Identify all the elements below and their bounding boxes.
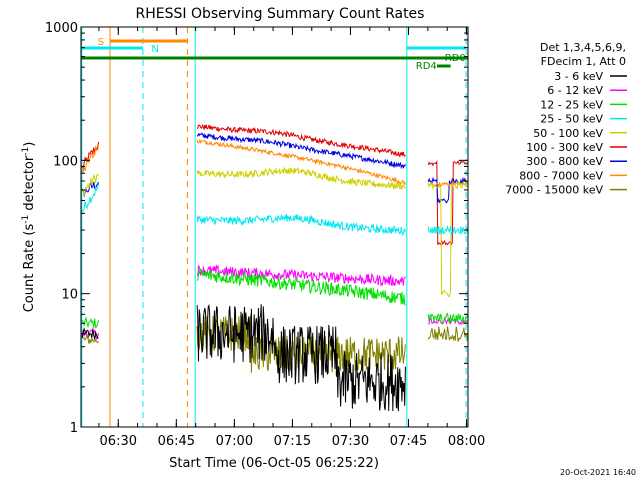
y-axis-label: Count Rate (s-1 detector-1) — [21, 142, 37, 313]
legend-label: 100 - 300 keV — [526, 141, 603, 154]
y-tick-label: 1000 — [45, 21, 78, 36]
series-line-800-7000keV — [196, 138, 406, 186]
legend-label: 50 - 100 keV — [533, 127, 603, 140]
x-tick-label: 06:30 — [100, 434, 137, 449]
flag-annotation: RD4 — [416, 61, 437, 72]
series-line-50-100keV — [81, 173, 100, 197]
series-line-3-6keV — [196, 304, 406, 412]
x-axis: 06:30 06:45 07:00 07:15 07:30 07:45 08:00 — [98, 27, 485, 449]
series-line-12-25keV — [196, 268, 406, 306]
series-line-25-50keV — [427, 224, 469, 236]
legend-label: 12 - 25 keV — [540, 98, 603, 111]
series-line-50-100keV — [427, 181, 469, 297]
x-tick-label: 07:00 — [216, 434, 253, 449]
y-axis: 1 10 100 1000 — [45, 21, 468, 436]
series-line-3-6keV — [81, 326, 99, 340]
legend-header: Det 1,3,4,5,6,9, — [540, 41, 626, 54]
x-tick-label: 06:45 — [158, 434, 195, 449]
series-line-25-50keV — [81, 183, 100, 213]
series-line-50-100keV — [196, 166, 406, 190]
series-line-100-300keV — [427, 159, 468, 246]
series-line-12-25keV — [427, 312, 469, 325]
legend-label: 800 - 7000 keV — [519, 169, 603, 182]
chart-title: RHESSI Observing Summary Count Rates — [136, 6, 425, 22]
series-line-7000-15000keV — [81, 333, 99, 344]
footer-date: 20-Oct-2021 16:40 — [560, 468, 636, 477]
plot-frame — [80, 26, 469, 428]
legend-label: 25 - 50 keV — [540, 113, 603, 126]
series-line-800-7000keV — [427, 181, 469, 188]
plot-area: S N RD0 RD4 — [81, 27, 469, 427]
y-tick-label: 10 — [61, 288, 78, 303]
x-tick-label: 07:30 — [332, 434, 369, 449]
series-line-25-50keV — [196, 213, 406, 236]
legend-label: 300 - 800 keV — [526, 155, 603, 168]
series-line-6-12keV — [427, 316, 469, 326]
flag-annotation: N — [151, 44, 158, 55]
series-line-800-7000keV — [81, 144, 100, 173]
series-line-12-25keV — [81, 316, 100, 330]
legend-label: 3 - 6 keV — [554, 70, 603, 83]
flag-annotation: RD0 — [445, 53, 466, 64]
flag-annotation: S — [98, 37, 104, 48]
legend-label: 7000 - 15000 keV — [505, 184, 603, 197]
series-line-300-800keV — [196, 132, 406, 170]
x-axis-label: Start Time (06-Oct-05 06:25:22) — [169, 456, 379, 471]
series-line-7000-15000keV — [427, 326, 469, 342]
x-tick-label: 08:00 — [448, 434, 485, 449]
series-line-100-300keV — [197, 124, 406, 158]
series-line-7000-15000keV — [196, 314, 406, 374]
legend: Det 1,3,4,5,6,9,FDecim 1, Att 0 3 - 6 keV… — [505, 41, 627, 197]
legend-label: 6 - 12 keV — [547, 84, 603, 97]
series-line-300-800keV — [427, 176, 468, 204]
x-tick-label: 07:15 — [274, 434, 311, 449]
y-tick-label: 1 — [70, 421, 78, 436]
y-tick-label: 100 — [53, 154, 78, 169]
x-tick-label: 07:45 — [390, 434, 427, 449]
legend-header: FDecim 1, Att 0 — [541, 55, 626, 68]
